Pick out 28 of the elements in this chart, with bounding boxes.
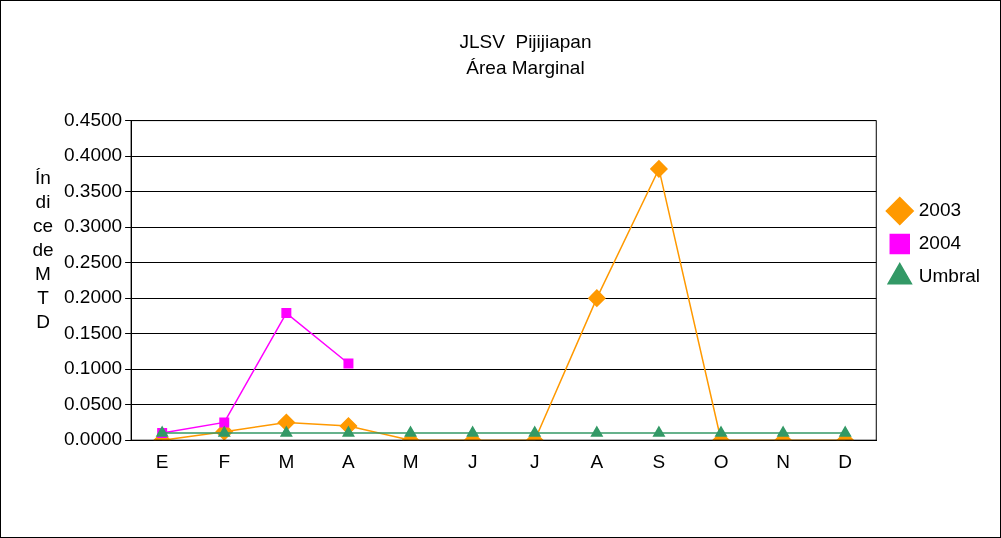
x-tick-label: S (652, 450, 666, 472)
x-tick-label: E (155, 450, 169, 472)
x-tick-label: J (467, 450, 478, 472)
y-tick-label: 0.0500 (63, 392, 123, 414)
x-tick-label: N (776, 450, 790, 472)
x-tick-label: O (713, 450, 729, 472)
y-tick-label: 0.3000 (63, 215, 123, 237)
y-tick-label: 0.2000 (63, 286, 123, 308)
y-tick-label: 0.1500 (63, 321, 123, 343)
y-tick-label: 0.4000 (63, 144, 123, 166)
y-tick-label: 0.4500 (63, 108, 123, 130)
x-tick-label: D (838, 450, 853, 472)
chart-subtitle: Área Marginal (466, 57, 585, 79)
x-tick-label: F (218, 450, 231, 472)
y-tick-label: 0.3500 (63, 179, 123, 201)
x-tick-label: A (590, 450, 604, 472)
y-tick-label: 0.0000 (63, 428, 123, 450)
legend-label: 2004 (918, 232, 962, 254)
x-tick-label: M (402, 450, 419, 472)
legend-label: 2003 (918, 199, 962, 221)
y-tick-label: 0.2500 (63, 250, 123, 272)
legend-label: Umbral (918, 265, 980, 287)
x-tick-label: A (342, 450, 356, 472)
y-tick-label: 0.1000 (63, 357, 123, 379)
chart-title: JLSV Pijijiapan (459, 30, 592, 52)
x-tick-label: J (529, 450, 540, 472)
y-axis-title: Índice de MTD (31, 166, 55, 334)
x-tick-label: M (278, 450, 295, 472)
